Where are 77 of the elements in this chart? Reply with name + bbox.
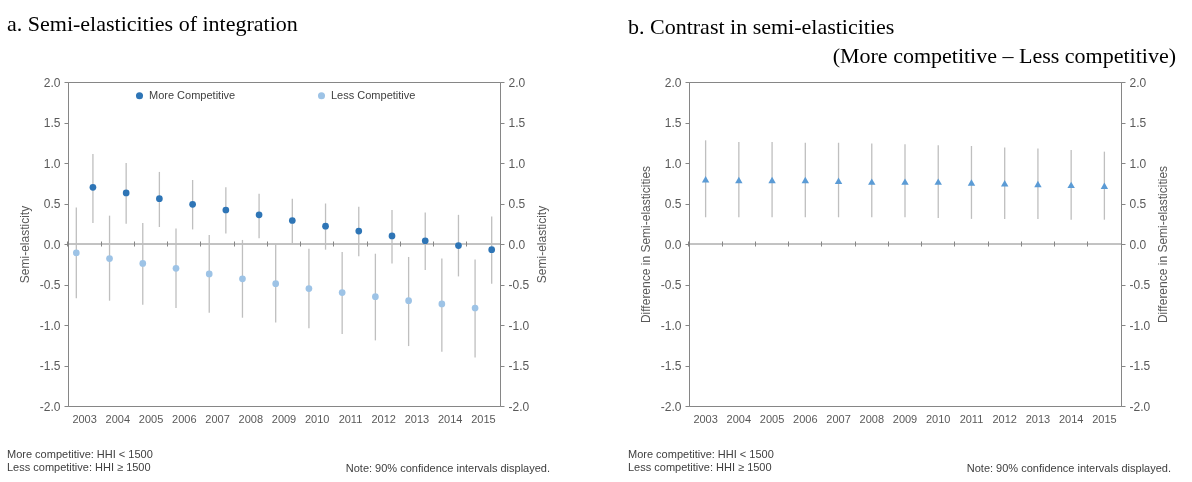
text: More competitive: HHI < 1500	[7, 448, 153, 460]
y-tick-label: -2.0	[660, 399, 682, 414]
x-tick-label: 2009	[892, 412, 918, 425]
y2-tick-label: 1.0	[1129, 156, 1147, 171]
y-tick-label: 1.5	[43, 116, 61, 130]
y-tick-label: 1.0	[43, 156, 61, 171]
x-tick-label: 2015	[1092, 412, 1117, 425]
y2-tick-label: -2.0	[1129, 399, 1151, 414]
chart-title: a. Semi-elasticities of integration	[7, 11, 298, 36]
x-tick-label: 2006	[172, 412, 197, 425]
x-tick-label: 2012	[371, 412, 396, 425]
y2-tick-label: -1.0	[1129, 318, 1151, 333]
y2-tick-label: -1.5	[1129, 359, 1151, 373]
y2-tick-label: -0.5	[508, 278, 530, 292]
x-tick-label: 2008	[859, 412, 885, 425]
y2-tick-label: 0.5	[1129, 197, 1147, 211]
y2-tick-label: 2.0	[1129, 75, 1147, 90]
y-tick-label: 1.0	[664, 156, 682, 171]
y-tick-label: 0.0	[664, 237, 682, 252]
x-tick-label: 2010	[304, 412, 330, 425]
y2-tick-label: 0.5	[508, 197, 526, 211]
x-tick-label: 2004	[105, 412, 131, 425]
y2-axis-title: Difference in Semi-elasticities	[1156, 165, 1171, 324]
chart-title: b. Contrast in semi-elasticities	[628, 14, 895, 39]
x-tick-label: 2003	[693, 412, 718, 425]
x-tick-label: 2011	[959, 412, 984, 425]
x-tick-label: 2007	[826, 412, 851, 425]
x-tick-label: 2013	[1025, 412, 1051, 425]
x-tick-label: 2004	[726, 412, 752, 425]
y-axis-title: Difference in Semi-elasticities	[638, 165, 653, 324]
y-tick-label: 2.0	[43, 75, 61, 90]
y2-tick-label: 0.0	[1129, 237, 1147, 252]
y2-tick-label: 1.5	[1129, 116, 1147, 130]
text: Note: 90% confidence intervals displayed.	[966, 462, 1171, 474]
y2-axis-title: Semi-elasticity	[535, 205, 550, 284]
y-tick-label: -1.0	[660, 318, 682, 333]
x-tick-label: 2014	[1058, 412, 1084, 425]
x-tick-label: 2007	[205, 412, 230, 425]
y2-tick-label: 1.0	[508, 156, 526, 171]
x-tick-label: 2009	[271, 412, 297, 425]
legend-label: Less Competitive	[331, 88, 416, 101]
y2-tick-label: -1.5	[508, 359, 530, 373]
x-tick-label: 2013	[404, 412, 430, 425]
y2-tick-label: -0.5	[1129, 278, 1151, 292]
x-tick-label: 2006	[793, 412, 818, 425]
y-tick-label: -0.5	[39, 278, 61, 292]
x-tick-label: 2005	[759, 412, 785, 425]
legend-label: More Competitive	[149, 88, 236, 101]
y-tick-label: -0.5	[660, 278, 682, 292]
y-tick-label: -1.5	[39, 359, 61, 373]
x-tick-label: 2003	[72, 412, 97, 425]
y-tick-label: -1.0	[39, 318, 61, 333]
text: Note: 90% confidence intervals displayed.	[345, 462, 550, 474]
x-tick-label: 2011	[338, 412, 363, 425]
y-tick-label: 0.0	[43, 237, 61, 252]
y2-tick-label: 2.0	[508, 75, 526, 90]
text: Less competitive: HHI ≥ 1500	[7, 461, 151, 473]
y-axis-title: Semi-elasticity	[17, 205, 32, 284]
x-tick-label: 2012	[992, 412, 1017, 425]
y-tick-label: 0.5	[664, 197, 682, 211]
y-tick-label: -1.5	[660, 359, 682, 373]
x-tick-label: 2014	[437, 412, 463, 425]
y2-tick-label: 1.5	[508, 116, 526, 130]
y-tick-label: 2.0	[664, 75, 682, 90]
y2-tick-label: 0.0	[508, 237, 526, 252]
text: More competitive: HHI < 1500	[628, 448, 774, 460]
x-tick-label: 2015	[471, 412, 496, 425]
y-tick-label: 0.5	[43, 197, 61, 211]
y-tick-label: 1.5	[664, 116, 682, 130]
text: Less competitive: HHI ≥ 1500	[628, 461, 772, 473]
y2-tick-label: -1.0	[508, 318, 530, 333]
y2-tick-label: -2.0	[508, 399, 530, 414]
x-tick-label: 2008	[238, 412, 264, 425]
x-tick-label: 2005	[138, 412, 164, 425]
chart-subtitle: (More competitive – Less competitive)	[832, 43, 1176, 68]
y-tick-label: -2.0	[39, 399, 61, 414]
x-tick-label: 2010	[925, 412, 951, 425]
